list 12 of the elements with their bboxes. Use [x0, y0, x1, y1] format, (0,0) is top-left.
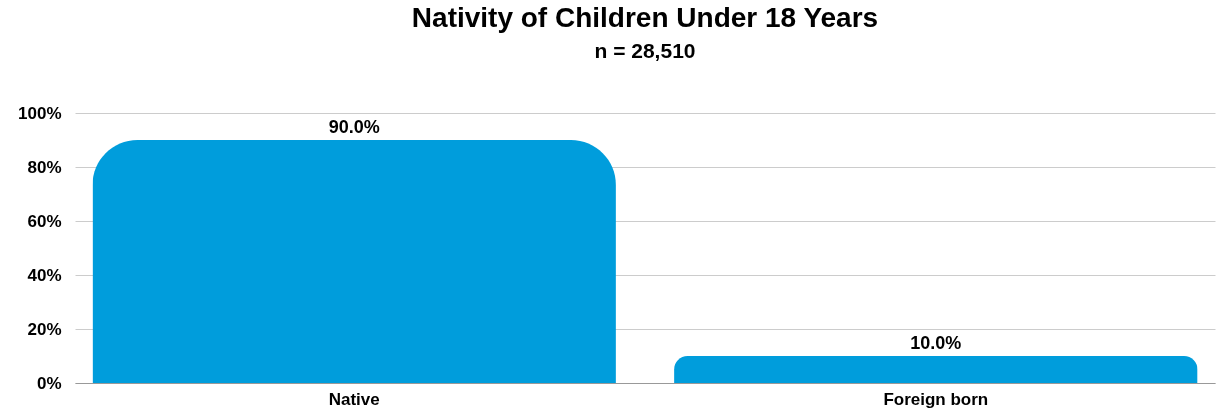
data-label: 90.0%: [328, 117, 380, 137]
y-tick-label: 60%: [27, 211, 62, 231]
x-tick-label: Native: [328, 389, 380, 409]
data-label: 10.0%: [910, 333, 962, 353]
y-tick-label: 40%: [27, 265, 62, 285]
y-tick-label: 100%: [18, 103, 62, 123]
y-tick-label: 80%: [27, 157, 62, 177]
chart-subtitle: n = 28,510: [594, 39, 696, 62]
chart-title: Nativity of Children Under 18 Years: [411, 2, 879, 33]
x-tick-label: Foreign born: [883, 389, 989, 409]
y-tick-label: 20%: [27, 319, 62, 339]
y-tick-label: 0%: [36, 373, 62, 393]
